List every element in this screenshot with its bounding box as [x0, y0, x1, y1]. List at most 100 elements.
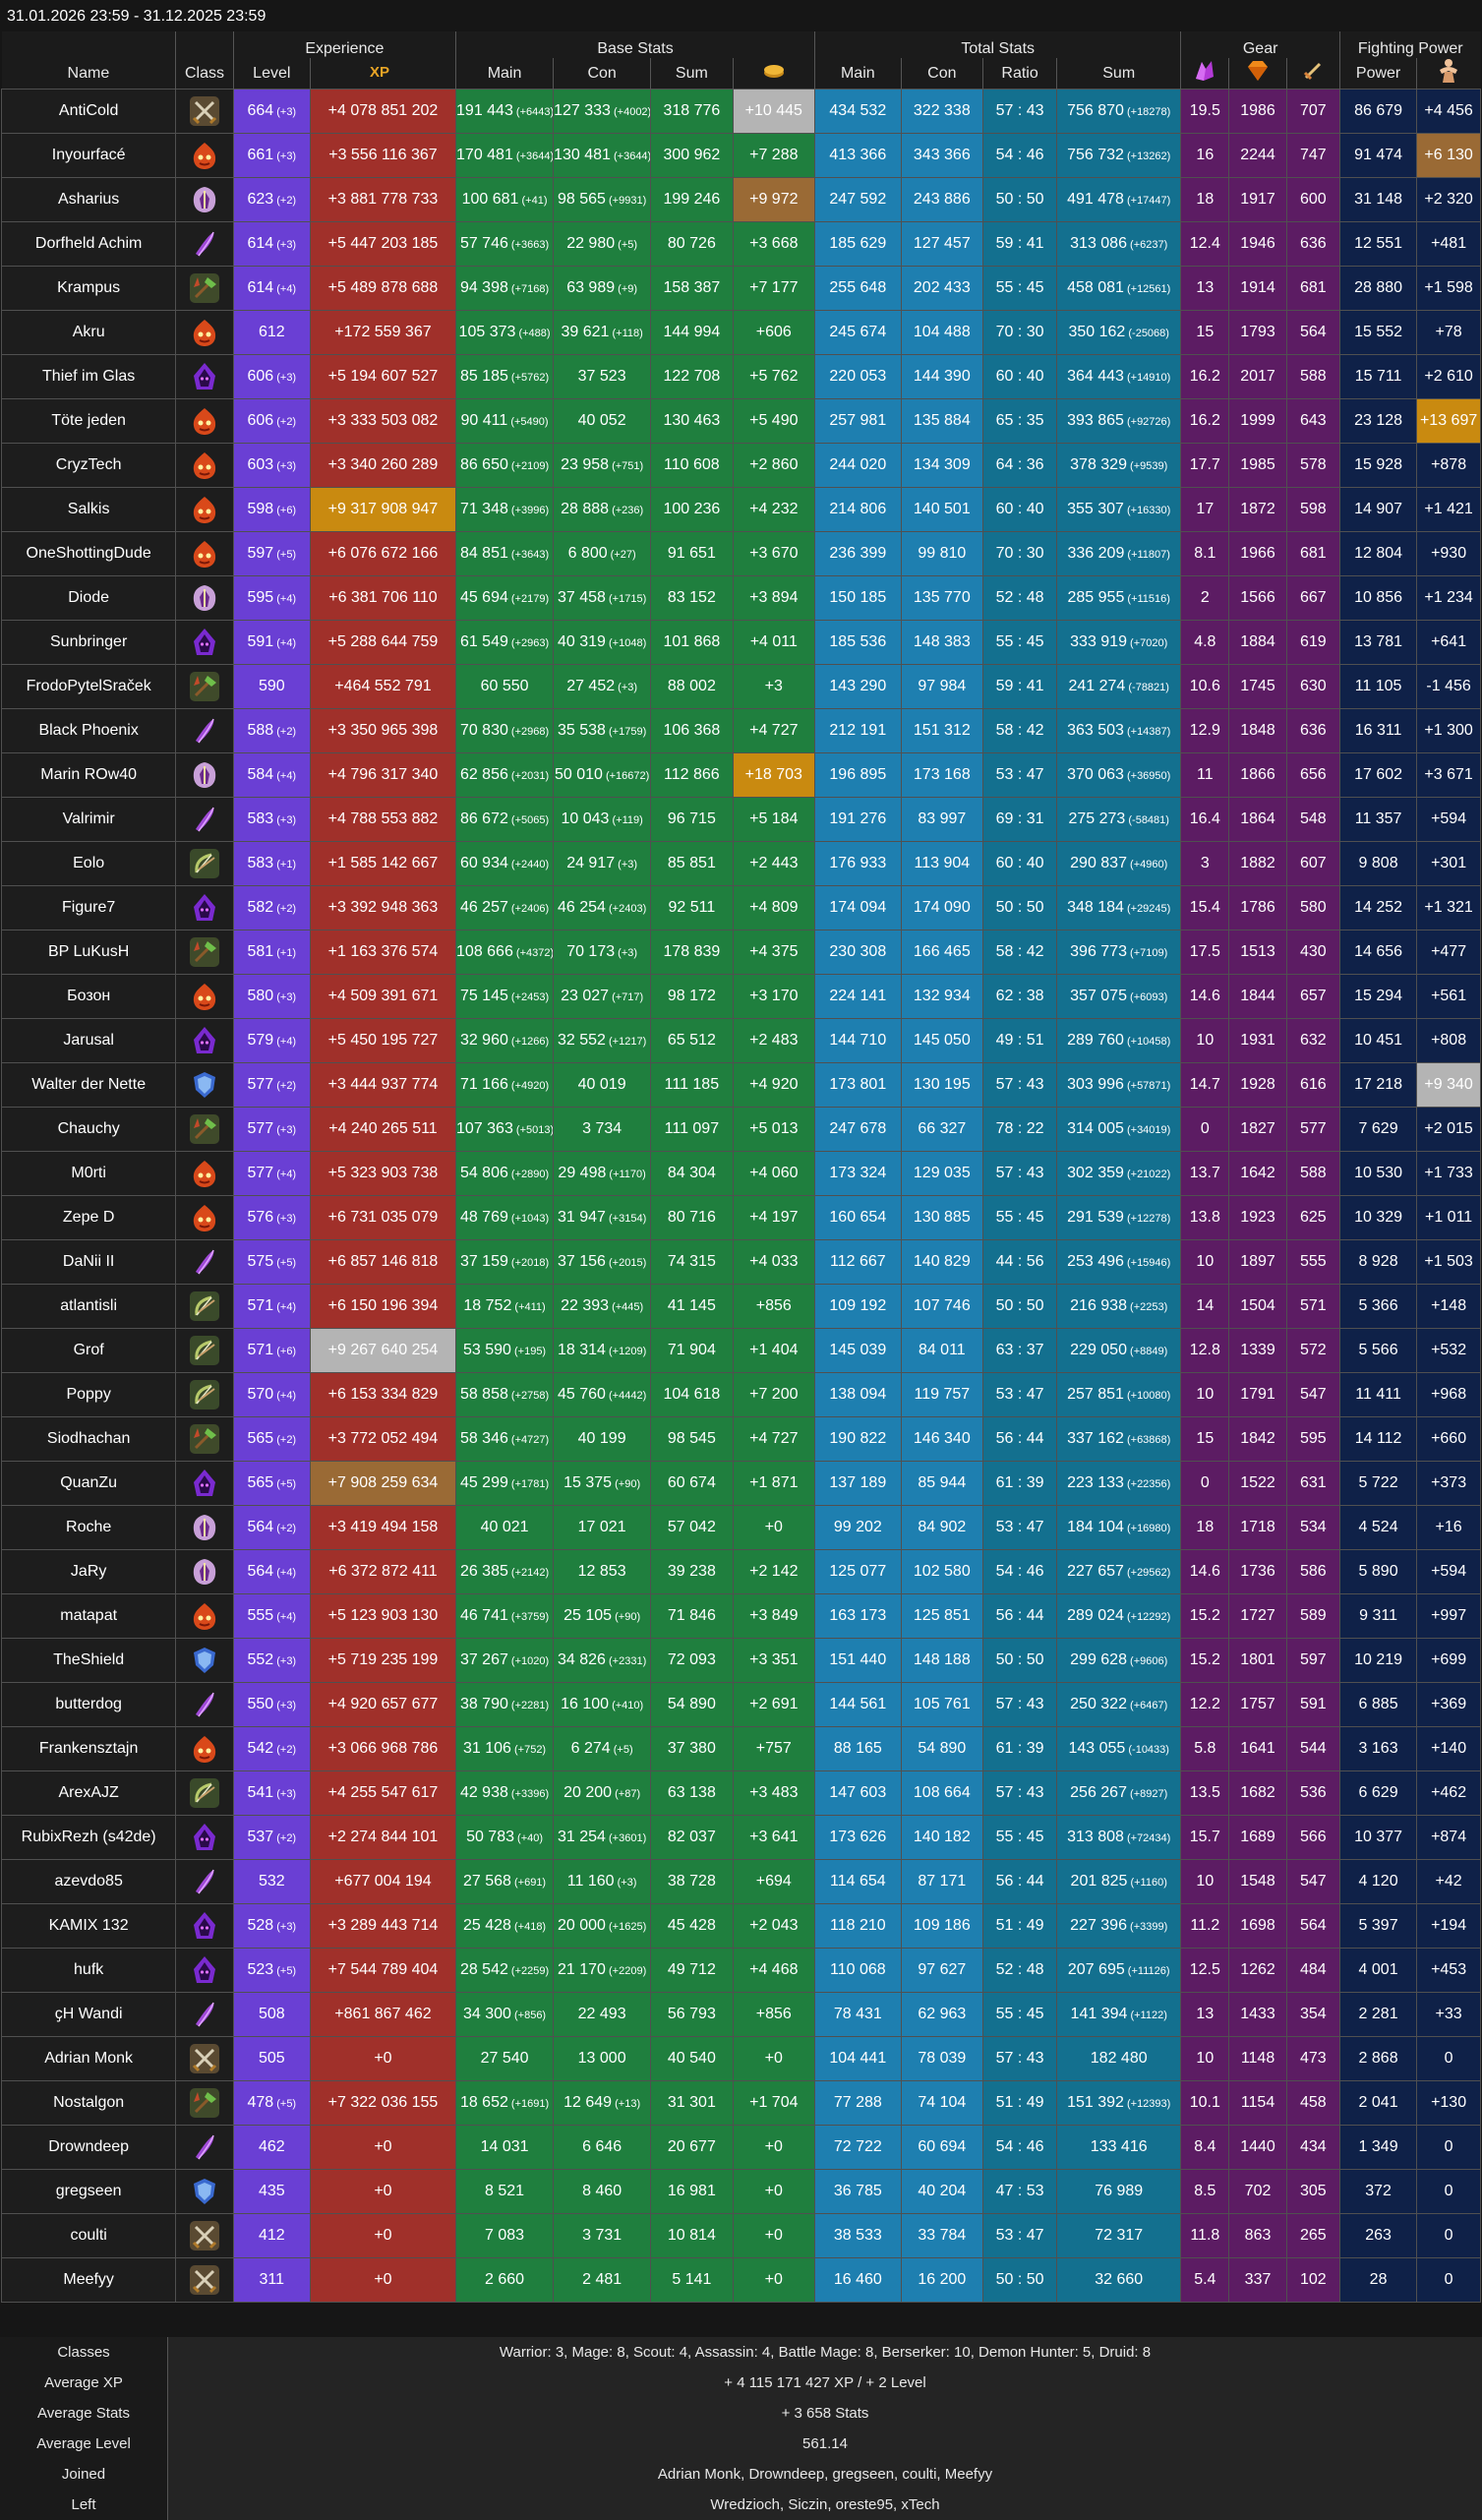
table-row[interactable]: Dorfheld Achim 614 (+3) +5 447 203 185 57 7…	[0, 221, 1481, 267]
table-row[interactable]: Drowndeep 462 +0 14 031 6 646 20 677 +0 72 722 6…	[0, 2125, 1481, 2170]
base-main-value: 107 363	[456, 1120, 513, 1137]
base-main-value: 34 300	[463, 2006, 511, 2022]
table-row[interactable]: Töte jeden 606 (+2) +3 333 503 082 90 411 (…	[0, 398, 1481, 444]
base-con-delta: (+1209)	[605, 1346, 647, 1357]
table-row[interactable]: KAMIX 132 528 (+3) +3 289 443 714 25 428 (+…	[0, 1903, 1481, 1949]
table-row[interactable]: Nostalgon 478 (+5) +7 322 036 155 18 652 (+…	[0, 2080, 1481, 2126]
total-sum-delta: (+6093)	[1126, 991, 1168, 1003]
xp-cell: +1 163 376 574	[309, 930, 457, 975]
power-delta-cell: +641	[1416, 620, 1481, 665]
total-sum-value: 314 005	[1067, 1120, 1124, 1137]
table-row[interactable]: JaRy 564 (+4) +6 372 872 411 26 385 (+2142)…	[0, 1549, 1481, 1594]
col-power[interactable]: Power	[1338, 58, 1417, 90]
col-base-gold[interactable]	[732, 58, 815, 90]
col-base-main[interactable]: Main	[455, 58, 554, 90]
table-row[interactable]: Eolo 583 (+1) +1 585 142 667 60 934 (+2440)…	[0, 841, 1481, 886]
col-class[interactable]: Class	[175, 58, 234, 90]
base-sum-value: 158 387	[663, 279, 721, 296]
table-row[interactable]: M0rti 577 (+4) +5 323 903 738 54 806 (+2890…	[0, 1151, 1481, 1196]
total-ratio-value: 57 : 43	[995, 102, 1044, 119]
table-row[interactable]: Бозон 580 (+3) +4 509 391 671 75 145 (+2453…	[0, 974, 1481, 1019]
col-level[interactable]: Level	[232, 58, 311, 90]
table-row[interactable]: Valrimir 583 (+3) +4 788 553 882 86 672 (+5…	[0, 797, 1481, 842]
table-row[interactable]: atlantisli 571 (+4) +6 150 196 394 18 752 (…	[0, 1284, 1481, 1329]
base-con-value: 25 105	[563, 1607, 613, 1624]
table-row[interactable]: Salkis 598 (+6) +9 317 908 947 71 348 (+399…	[0, 487, 1481, 532]
table-row[interactable]: ArexAJZ 541 (+3) +4 255 547 617 42 938 (+33…	[0, 1770, 1481, 1816]
table-row[interactable]: Figure7 582 (+2) +3 392 948 363 46 257 (+24…	[0, 885, 1481, 930]
xp-cell: +5 123 903 130	[309, 1593, 457, 1639]
power-value: 15 552	[1354, 324, 1403, 340]
table-row[interactable]: ҫH Wandi 508 +861 867 462 34 300 (+856) 22 4…	[0, 1992, 1481, 2037]
table-row[interactable]: DaNii II 575 (+5) +6 857 146 818 37 159 (+2…	[0, 1239, 1481, 1285]
table-row[interactable]: RubixRezh (s42de) 537 (+2) +2 274 844 101 5…	[0, 1815, 1481, 1860]
gear-gem-value: 1148	[1240, 2050, 1275, 2067]
col-total-ratio[interactable]: Ratio	[982, 58, 1057, 90]
table-row[interactable]: BP LuKusH 581 (+1) +1 163 376 574 108 666 (…	[0, 930, 1481, 975]
power-cell: 10 856	[1338, 575, 1418, 621]
table-row[interactable]: Meefyy 311 +0 2 660 2 481 5 141 +0 16 460 16 200…	[0, 2257, 1481, 2303]
table-row[interactable]: Akru 612 +172 559 367 105 373 (+488) 39 621 …	[0, 310, 1481, 355]
table-row[interactable]: gregseen 435 +0 8 521 8 460 16 981 +0 36 785 40 …	[0, 2169, 1481, 2214]
col-gear-gem[interactable]	[1228, 58, 1287, 90]
col-total-con[interactable]: Con	[900, 58, 983, 90]
gear-dagger-cell: 588	[1285, 1151, 1340, 1196]
table-row[interactable]: Grof 571 (+6) +9 267 640 254 53 590 (+195) 1…	[0, 1328, 1481, 1373]
col-power-delta[interactable]	[1416, 58, 1481, 90]
total-main-cell: 413 366	[814, 133, 902, 178]
table-row[interactable]: Chauchy 577 (+3) +4 240 265 511 107 363 (+5…	[0, 1107, 1481, 1152]
player-name-cell: Black Phoenix	[0, 708, 177, 753]
table-row[interactable]: Marin ROw40 584 (+4) +4 796 317 340 62 856 …	[0, 752, 1481, 798]
table-row[interactable]: Adrian Monk 505 +0 27 540 13 000 40 540 +0 104 …	[0, 2036, 1481, 2081]
table-row[interactable]: Thief im Glas 606 (+3) +5 194 607 527 85 18…	[0, 354, 1481, 399]
table-row[interactable]: FrodoPytelSraček 590 +464 552 791 60 550 27 …	[0, 664, 1481, 709]
table-row[interactable]: OneShottingDude 597 (+5) +6 076 672 166 84 …	[0, 531, 1481, 576]
total-sum-delta: (-25068)	[1125, 328, 1169, 339]
level-delta: (+3)	[273, 106, 297, 118]
table-row[interactable]: Black Phoenix 588 (+2) +3 350 965 398 70 83…	[0, 708, 1481, 753]
col-gear-crystal[interactable]	[1180, 58, 1229, 90]
level-value: 552	[247, 1651, 274, 1668]
xp-cell: +3 066 968 786	[309, 1726, 457, 1771]
col-total-sum[interactable]: Sum	[1056, 58, 1181, 90]
table-row[interactable]: Krampus 614 (+4) +5 489 878 688 94 398 (+71…	[0, 266, 1481, 311]
base-main-value: 84 851	[459, 545, 508, 562]
table-row[interactable]: AntiCold 664 (+3) +4 078 851 202 191 443 (+…	[0, 89, 1481, 134]
col-base-con[interactable]: Con	[553, 58, 651, 90]
hooded-assassin-icon	[190, 1823, 219, 1852]
table-row[interactable]: azevdo85 532 +677 004 194 27 568 (+691) 11 1…	[0, 1859, 1481, 1904]
table-row[interactable]: QuanZu 565 (+5) +7 908 259 634 45 299 (+178…	[0, 1461, 1481, 1506]
table-row[interactable]: Zepe D 576 (+3) +6 731 035 079 48 769 (+104…	[0, 1195, 1481, 1240]
level-cell: 462	[232, 2125, 311, 2170]
table-row[interactable]: Roche 564 (+2) +3 419 494 158 40 021 17 021 5…	[0, 1505, 1481, 1550]
base-gold-gain: +5 762	[749, 368, 799, 385]
total-sum-delta: (+10080)	[1123, 1390, 1171, 1402]
col-total-main[interactable]: Main	[814, 58, 902, 90]
table-row[interactable]: Walter der Nette 577 (+2) +3 444 937 774 71…	[0, 1062, 1481, 1108]
table-row[interactable]: butterdog 550 (+3) +4 920 657 677 38 790 (+…	[0, 1682, 1481, 1727]
table-row[interactable]: Sunbringer 591 (+4) +5 288 644 759 61 549 (…	[0, 620, 1481, 665]
table-row[interactable]: CryzTech 603 (+3) +3 340 260 289 86 650 (+2…	[0, 443, 1481, 488]
col-gear-dagger[interactable]	[1285, 58, 1340, 90]
level-value: 532	[258, 1873, 285, 1890]
table-row[interactable]: matapat 555 (+4) +5 123 903 130 46 741 (+37…	[0, 1593, 1481, 1639]
table-row[interactable]: Jarusal 579 (+4) +5 450 195 727 32 960 (+12…	[0, 1018, 1481, 1063]
table-row[interactable]: Inyourfacé 661 (+3) +3 556 116 367 170 481 …	[0, 133, 1481, 178]
col-name[interactable]: Name	[1, 58, 176, 90]
power-delta: +148	[1431, 1297, 1467, 1314]
total-ratio-cell: 54 : 46	[982, 1549, 1058, 1594]
table-row[interactable]: Poppy 570 (+4) +6 153 334 829 58 858 (+2758…	[0, 1372, 1481, 1417]
base-con-value: 3 734	[582, 1120, 622, 1137]
total-con-value: 97 984	[918, 678, 967, 694]
table-row[interactable]: hufk 523 (+5) +7 544 789 404 28 542 (+2259)…	[0, 1948, 1481, 1993]
table-row[interactable]: Asharius 623 (+2) +3 881 778 733 100 681 (+…	[0, 177, 1481, 222]
col-base-sum[interactable]: Sum	[650, 58, 734, 90]
table-row[interactable]: Frankensztajn 542 (+2) +3 066 968 786 31 10…	[0, 1726, 1481, 1771]
table-row[interactable]: coulti 412 +0 7 083 3 731 10 814 +0 38 533 33 78…	[0, 2213, 1481, 2258]
table-row[interactable]: Siodhachan 565 (+2) +3 772 052 494 58 346 (…	[0, 1416, 1481, 1462]
table-row[interactable]: TheShield 552 (+3) +5 719 235 199 37 267 (+…	[0, 1638, 1481, 1683]
total-con-cell: 60 694	[900, 2125, 984, 2170]
table-row[interactable]: Diode 595 (+4) +6 381 706 110 45 694 (+2179…	[0, 575, 1481, 621]
gear-dagger-value: 547	[1299, 1873, 1327, 1890]
col-xp[interactable]: XP	[309, 58, 456, 90]
